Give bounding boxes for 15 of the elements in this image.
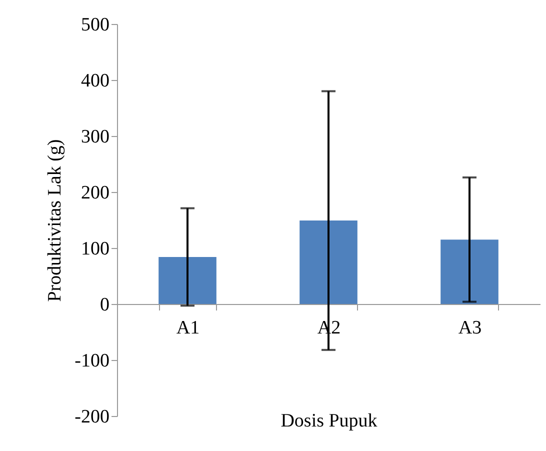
y-tick-label: -100 <box>74 350 110 372</box>
bar <box>158 256 216 304</box>
x-axis-title: Dosis Pupuk <box>280 410 378 432</box>
y-tick-label: 100 <box>81 238 110 260</box>
bar <box>440 240 498 304</box>
x-tick-label: A3 <box>458 318 482 338</box>
y-tick-label: -200 <box>74 406 110 428</box>
y-tick-label: 400 <box>81 70 110 92</box>
bar <box>300 220 358 304</box>
x-tick-label: A1 <box>176 318 200 338</box>
y-axis-title: Produktivitas Lak (g) <box>44 139 66 302</box>
y-tick-label: 200 <box>81 182 110 204</box>
y-tick-label: 300 <box>81 126 110 148</box>
y-tick-label: 0 <box>100 294 110 316</box>
y-tick-label: 500 <box>81 14 110 36</box>
